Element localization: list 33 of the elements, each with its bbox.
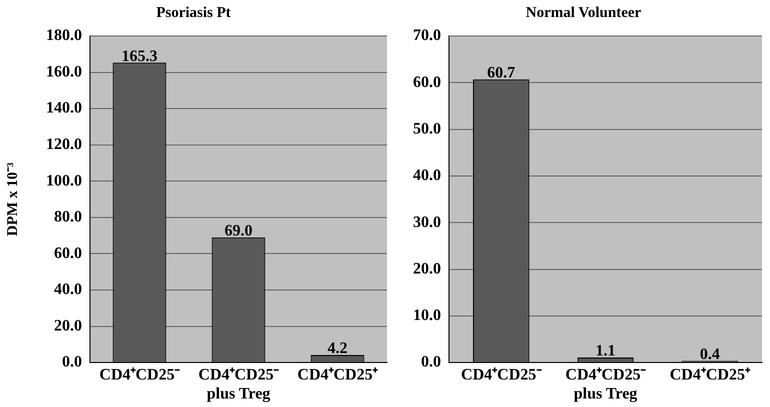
data-label: 165.3 xyxy=(122,48,158,65)
y-tick-label: 60.0 xyxy=(54,244,82,262)
y-tick-label: 60.0 xyxy=(413,74,441,91)
chart-title: Psoriasis Pt xyxy=(156,4,231,21)
x-tick-label: CD4⁺CD25⁻ xyxy=(461,366,542,384)
data-label: 1.1 xyxy=(596,342,616,360)
y-tick-label: 180.0 xyxy=(46,27,82,44)
y-tick-label: 30.0 xyxy=(413,214,441,231)
y-tick-label: 10.0 xyxy=(413,307,441,324)
data-label: 69.0 xyxy=(224,222,252,240)
y-tick-label: 120.0 xyxy=(46,136,82,154)
y-tick-label: 40.0 xyxy=(413,167,441,184)
y-tick-label: 70.0 xyxy=(413,27,441,44)
x-tick-label: CD4⁺CD25⁻ plus Treg xyxy=(565,366,647,403)
chart-title: Normal Volunteer xyxy=(526,4,642,21)
data-label: 4.2 xyxy=(328,340,348,358)
y-tick-label: 100.0 xyxy=(46,172,82,190)
x-tick-label: CD4⁺CD25⁺ xyxy=(670,366,751,384)
y-tick-label: 140.0 xyxy=(46,100,82,117)
y-tick-label: 20.0 xyxy=(413,260,441,278)
data-label: 60.7 xyxy=(487,64,516,82)
y-tick-label: 0.0 xyxy=(421,354,441,371)
y-tick-label: 40.0 xyxy=(54,281,82,298)
x-tick-label: CD4⁺CD25⁻ plus Treg xyxy=(198,366,280,403)
y-tick-label: 0.0 xyxy=(62,354,82,371)
y-tick-label: 80.0 xyxy=(54,208,82,226)
y-tick-label: 50.0 xyxy=(413,120,441,138)
x-tick-label: CD4⁺CD25⁻ xyxy=(99,366,181,384)
x-tick-label: CD4⁺CD25⁺ xyxy=(297,366,379,384)
data-label: 0.4 xyxy=(700,346,720,363)
y-axis-title: DPM x 10⁻³ xyxy=(4,162,21,236)
y-tick-label: 160.0 xyxy=(46,63,82,80)
y-tick-label: 20.0 xyxy=(54,317,82,334)
